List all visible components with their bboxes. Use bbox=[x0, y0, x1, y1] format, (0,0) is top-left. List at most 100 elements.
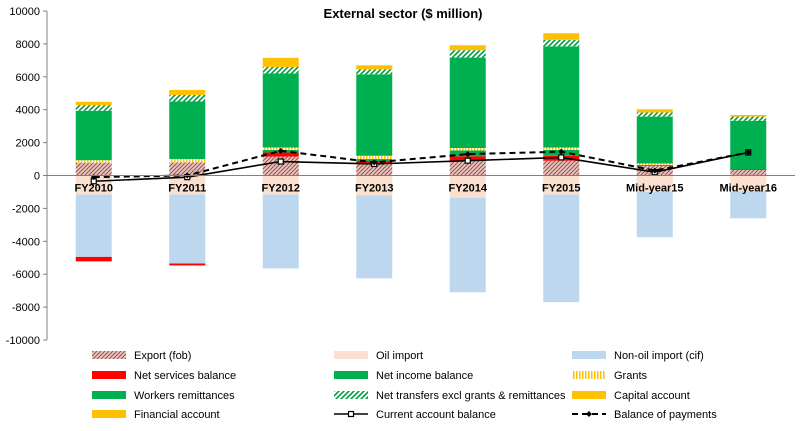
bar-non-oil-import-cif-fy2011 bbox=[169, 194, 206, 264]
bar-capital-account-fy2012 bbox=[262, 57, 299, 67]
legend-swatch-financial-account bbox=[92, 410, 126, 418]
bar-workers-remittances-fy2010 bbox=[75, 110, 112, 161]
bar-net-transfers-excl-grants-remittances-mid-year15 bbox=[636, 112, 673, 117]
bar-grants-fy2010 bbox=[75, 160, 112, 163]
point-balance-of-payments-fy2013 bbox=[371, 159, 378, 166]
bar-workers-remittances-fy2011 bbox=[169, 101, 206, 160]
bars bbox=[75, 33, 767, 303]
bar-net-transfers-excl-grants-remittances-fy2010 bbox=[75, 105, 112, 111]
bar-oil-import-mid-year15 bbox=[636, 175, 673, 192]
bar-grants-fy2013 bbox=[356, 155, 393, 160]
bar-export-fob-fy2015 bbox=[543, 160, 580, 176]
y-tick-label: -2000 bbox=[12, 203, 40, 215]
bar-export-fob-fy2010 bbox=[75, 162, 112, 176]
bar-workers-remittances-fy2012 bbox=[262, 73, 299, 148]
legend-label-grants: Grants bbox=[614, 370, 648, 382]
legend-marker-current-account-balance bbox=[347, 410, 355, 418]
legend-marker-balance-of-payments bbox=[586, 411, 592, 417]
y-tick-label: 2000 bbox=[16, 138, 40, 150]
y-tick-label: 4000 bbox=[16, 105, 40, 117]
bar-net-transfers-excl-grants-remittances-fy2013 bbox=[356, 69, 393, 75]
bar-net-services-balance-mid-year16 bbox=[730, 169, 767, 171]
y-tick-label: 6000 bbox=[16, 72, 40, 84]
point-current-account-balance-fy2014 bbox=[464, 157, 471, 164]
y-tick-label: 0 bbox=[34, 171, 40, 183]
legend-swatch-workers-remittances bbox=[92, 391, 126, 399]
point-balance-of-payments-mid-year16 bbox=[745, 149, 752, 156]
y-tick-label: -6000 bbox=[12, 269, 40, 281]
bar-capital-account-mid-year16 bbox=[730, 114, 767, 117]
legend-label-non-oil-import-cif: Non-oil import (cif) bbox=[614, 350, 704, 362]
bar-non-oil-import-cif-mid-year16 bbox=[730, 191, 767, 219]
x-tick-label: FY2012 bbox=[261, 183, 300, 195]
bar-grants-fy2014 bbox=[449, 148, 486, 151]
bar-grants-mid-year15 bbox=[636, 163, 673, 166]
line-current-account-balance bbox=[93, 151, 749, 183]
legend-label-capital-account: Capital account bbox=[614, 390, 690, 402]
legend-swatch-oil-import bbox=[334, 351, 368, 359]
bar-net-transfers-excl-grants-remittances-fy2011 bbox=[169, 94, 206, 102]
point-balance-of-payments-fy2012 bbox=[277, 147, 284, 154]
point-balance-of-payments-fy2014 bbox=[464, 151, 471, 158]
legend-swatch-net-transfers-excl-grants-remittances bbox=[334, 391, 368, 399]
bar-workers-remittances-mid-year15 bbox=[636, 116, 673, 164]
legend-label-current-account-balance: Current account balance bbox=[376, 409, 496, 421]
legend-label-net-services-balance: Net services balance bbox=[134, 370, 236, 382]
legend-label-financial-account: Financial account bbox=[134, 409, 220, 421]
x-tick-label: FY2010 bbox=[74, 183, 113, 195]
x-tick-label: FY2014 bbox=[448, 183, 487, 195]
y-tick-label: -4000 bbox=[12, 236, 40, 248]
bar-oil-import-fy2012 bbox=[262, 175, 299, 195]
bar-oil-import-fy2014 bbox=[449, 175, 486, 198]
bar-net-transfers-excl-grants-remittances-fy2014 bbox=[449, 50, 486, 58]
bar-net-services-balance-fy2012 bbox=[262, 152, 299, 157]
axes: -10000 -8000 -6000 -4000 -2000 0 2000 4000 6000 8… bbox=[6, 6, 795, 347]
bar-capital-account-fy2015 bbox=[543, 33, 580, 40]
legend-swatch-export-fob bbox=[92, 351, 126, 359]
lines bbox=[90, 147, 752, 185]
y-tick-label: -8000 bbox=[12, 302, 40, 314]
bar-non-oil-import-cif-fy2012 bbox=[262, 194, 299, 269]
legend-label-oil-import: Oil import bbox=[376, 350, 423, 362]
bar-net-transfers-excl-grants-remittances-fy2015 bbox=[543, 39, 580, 47]
bar-export-fob-mid-year16 bbox=[730, 170, 767, 176]
point-balance-of-payments-fy2015 bbox=[558, 148, 565, 155]
bar-capital-account-mid-year15 bbox=[636, 109, 673, 113]
point-balance-of-payments-mid-year15 bbox=[651, 167, 658, 174]
y-tick-label: 8000 bbox=[16, 39, 40, 51]
x-tick-label: FY2013 bbox=[355, 183, 394, 195]
y-tick-label: 10000 bbox=[9, 6, 40, 18]
bar-workers-remittances-fy2013 bbox=[356, 74, 393, 156]
legend-swatch-capital-account bbox=[572, 391, 606, 399]
bar-capital-account-fy2014 bbox=[449, 45, 486, 51]
legend: Export (fob) Oil import Non-oil import (ci… bbox=[92, 350, 717, 421]
bar-non-oil-import-cif-fy2010 bbox=[75, 194, 112, 257]
legend-swatch-non-oil-import-cif bbox=[572, 351, 606, 359]
y-tick-label: -10000 bbox=[6, 335, 40, 347]
bar-capital-account-fy2013 bbox=[356, 65, 393, 70]
chart-title: External sector ($ million) bbox=[324, 6, 483, 21]
bar-oil-import-fy2015 bbox=[543, 175, 580, 195]
legend-label-export-fob: Export (fob) bbox=[134, 350, 191, 362]
legend-label-balance-of-payments: Balance of payments bbox=[614, 409, 717, 421]
bar-non-oil-import-cif-fy2013 bbox=[356, 195, 393, 279]
bar-net-transfers-excl-grants-remittances-mid-year16 bbox=[730, 116, 767, 121]
bar-capital-account-fy2011 bbox=[169, 89, 206, 95]
bar-export-fob-fy2013 bbox=[356, 163, 393, 176]
x-tick-label: Mid-year16 bbox=[720, 183, 777, 195]
bar-workers-remittances-mid-year16 bbox=[730, 120, 767, 170]
legend-swatch-net-income-balance bbox=[334, 371, 368, 379]
bar-net-services-balance-fy2010 bbox=[75, 256, 112, 262]
legend-swatch-net-services-balance bbox=[92, 371, 126, 379]
bar-non-oil-import-cif-mid-year15 bbox=[636, 191, 673, 238]
bar-net-income-balance-fy2011 bbox=[169, 265, 206, 266]
x-tick-label: Mid-year15 bbox=[626, 183, 683, 195]
x-tick-label: FY2015 bbox=[542, 183, 581, 195]
bar-grants-fy2011 bbox=[169, 159, 206, 163]
x-tick-label: FY2011 bbox=[168, 183, 206, 195]
point-current-account-balance-fy2015 bbox=[558, 154, 565, 161]
bar-oil-import-mid-year16 bbox=[730, 175, 767, 192]
legend-swatch-grants bbox=[572, 371, 606, 379]
bar-non-oil-import-cif-fy2014 bbox=[449, 197, 486, 293]
